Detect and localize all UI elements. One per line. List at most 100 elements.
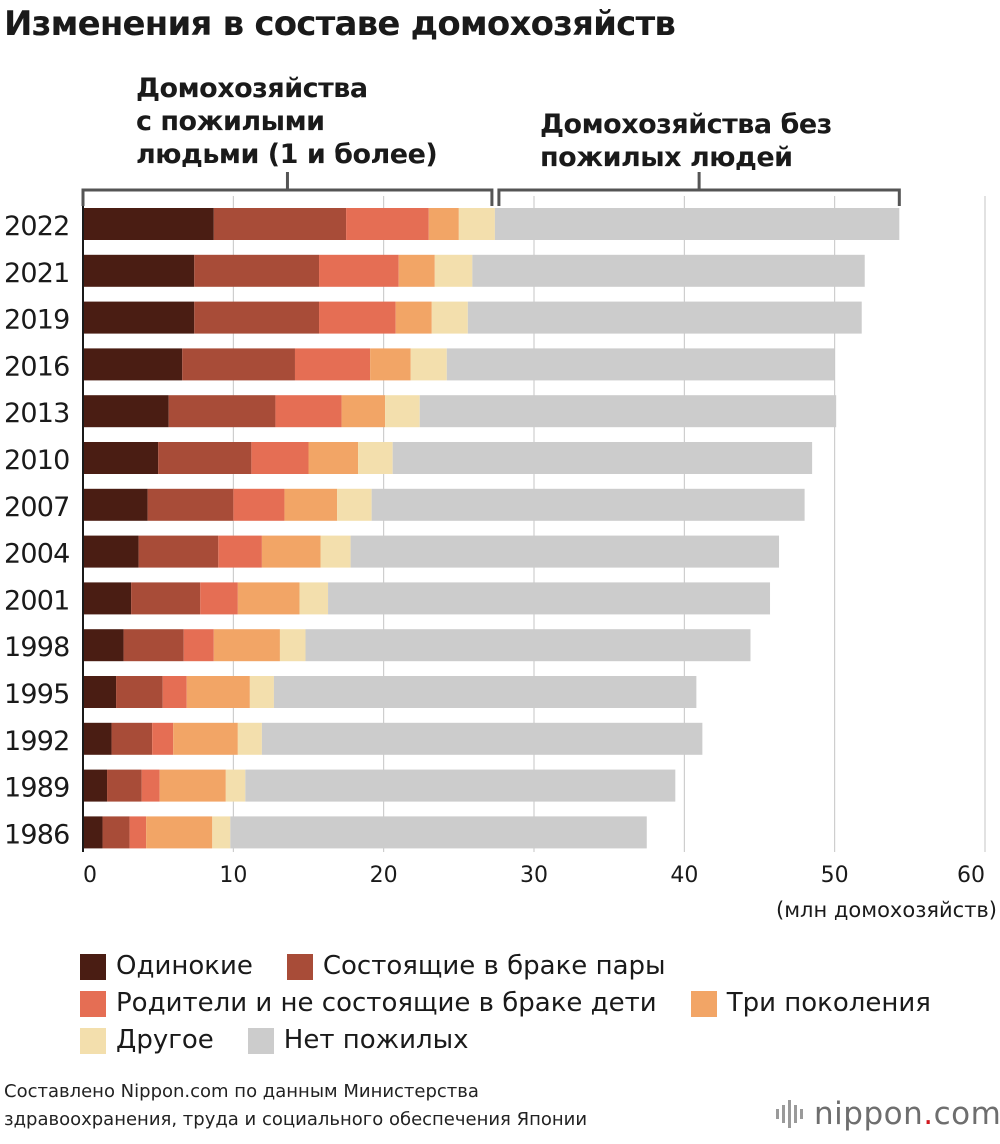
bar-segment [275,395,342,428]
legend-swatch [247,1027,274,1054]
x-tick-label: 40 [670,863,698,888]
bar-segment [251,442,309,474]
bar-segment [159,769,226,802]
bar-segment [346,208,429,240]
bar-segment [237,582,300,615]
bar-segment [319,301,396,334]
bar-segment [279,629,306,662]
bar-segment [146,816,213,849]
bar-segment [261,722,703,755]
bar-segment [131,582,201,615]
legend-label: Нет пожилых [283,1025,469,1055]
bar-segment [467,301,862,334]
bar-segment [138,535,219,568]
bar-segment [83,395,169,428]
x-axis-label: (млн домохозяйств) [776,898,997,922]
y-tick-label: 2021 [4,258,70,289]
bar-segment [305,629,751,662]
sound-wave-icon [776,1098,806,1130]
legend-item-other: Другое [80,1022,214,1059]
legend-row: Родители и не состоящие в браке дети Три… [80,985,990,1022]
bar-segment [225,769,246,802]
bar-segment [458,208,495,240]
bar-segment [249,676,274,708]
bar-segment [83,816,103,849]
bar-segment [186,676,250,708]
bar-segment [116,676,163,708]
bar-segment [319,254,399,287]
legend-label: Состоящие в браке пары [322,951,666,981]
bar-segment [194,301,320,334]
bar-segment [446,348,835,381]
bar-segment [183,629,214,662]
y-tick-label: 1995 [4,679,70,710]
bar-segment [419,395,837,428]
bar-segment [173,722,238,755]
bar-segment [392,442,813,474]
brand-dot: . [923,1096,934,1132]
legend-item-married-couples: Состоящие в браке пары [286,948,666,985]
bar-segment [168,395,276,428]
bar-segment [213,629,280,662]
bar-segment [337,488,372,521]
bar-segment [213,208,347,240]
bar-segment [102,816,130,849]
bar-segment [83,722,112,755]
y-tick-label: 1998 [4,632,70,663]
y-tick-label: 2016 [4,351,70,382]
bar-segment [273,676,697,708]
bar-segment [428,208,459,240]
bar-segment [308,442,359,474]
bar-segment [245,769,676,802]
bar-segment [107,769,142,802]
brand-suffix: com [933,1096,1000,1132]
legend-swatch [80,953,106,980]
y-tick-label: 2007 [4,492,70,523]
y-tick-label: 1986 [4,819,70,850]
bar-segment [320,535,351,568]
bar-segment [83,676,117,708]
bar-segment [158,442,252,474]
bar-segment [212,816,231,849]
bar-segment [83,442,159,474]
bar-segment [111,722,153,755]
x-tick-label: 10 [219,863,247,888]
y-tick-label: 1992 [4,726,70,757]
legend-swatch [690,990,717,1017]
source-note: Составлено Nippon.com по данным Министер… [4,1081,588,1130]
x-tick-label: 20 [370,863,398,888]
bar-segment [299,582,329,615]
legend-item-no-elderly: Нет пожилых [247,1022,469,1059]
bar-segment [341,395,386,428]
legend-row: Другое Нет пожилых [80,1022,990,1059]
bar-segment [385,395,420,428]
legend-swatch [80,990,106,1017]
bar-segment [83,769,108,802]
bar-segment [494,208,900,240]
bar-segment [261,535,321,568]
bar-segment [83,535,139,568]
legend: Одинокие Состоящие в браке пары Родители… [80,948,990,1059]
x-tick-label: 60 [957,863,985,888]
bar-segment [83,629,124,662]
bar-segment [123,629,184,662]
x-tick-label: 30 [520,863,548,888]
stacked-bar-chart: 2022202120192016201320102007200420011998… [4,172,997,922]
legend-label: Родители и не состоящие в браке дети [116,988,657,1018]
bar-segment [152,722,174,755]
bar-segment [230,816,647,849]
legend-label: Другое [116,1025,214,1055]
legend-item-single: Одинокие [80,948,253,985]
bar-segment [434,254,473,287]
bar-segment [233,488,285,521]
group-bracket [497,188,901,206]
bar-segment [350,535,780,568]
bar-segment [182,348,295,381]
bar-segment [83,301,195,334]
bar-segment [83,488,148,521]
bar-segment [83,208,214,240]
x-tick-label: 50 [821,863,849,888]
bar-segment [83,348,183,381]
bar-segment [141,769,160,802]
bar-segment [410,348,447,381]
